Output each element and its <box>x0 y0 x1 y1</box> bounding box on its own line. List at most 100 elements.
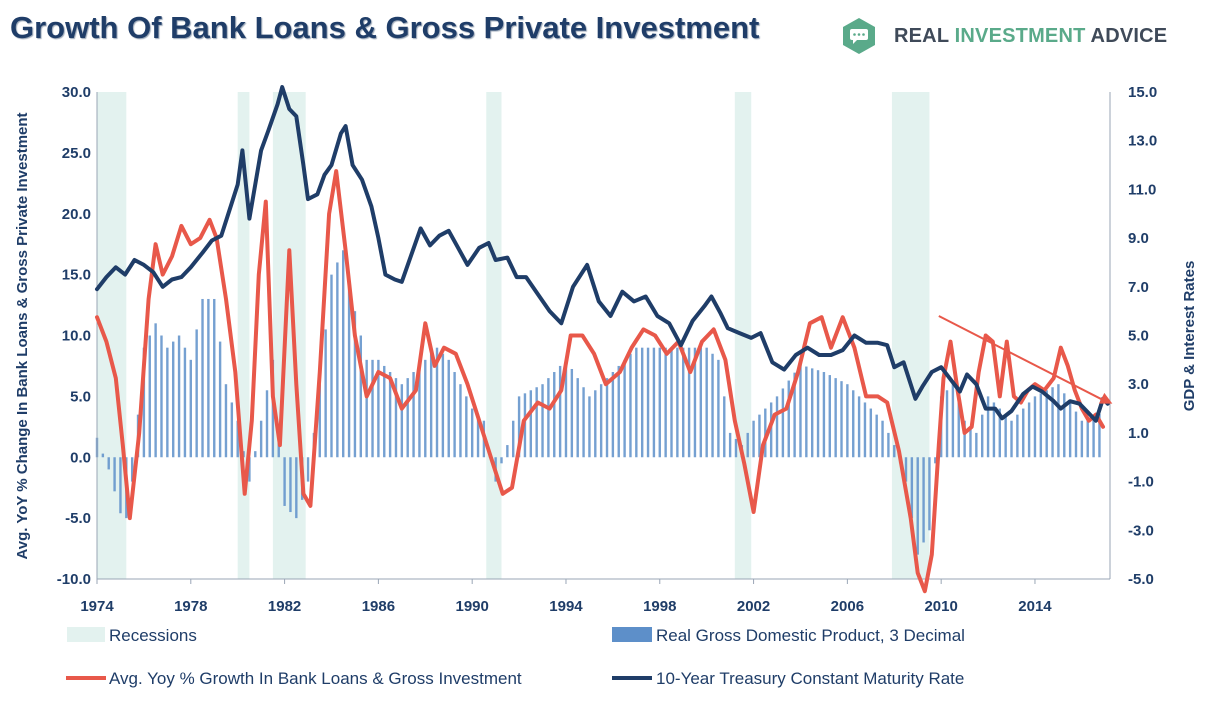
gdp-bar-128 <box>846 384 849 458</box>
gdp-bar-143 <box>934 457 937 464</box>
gdp-bar-141 <box>922 457 925 543</box>
gdp-bar-116 <box>775 396 779 458</box>
legend-swatch-recessions <box>67 627 105 642</box>
y-right-tick-label: -3.0 <box>1128 522 1154 539</box>
gdp-bar-132 <box>869 408 873 458</box>
gdp-bar-105 <box>711 353 714 458</box>
gdp-bar-74 <box>529 390 533 458</box>
brand-name-part1: REAL <box>894 24 955 47</box>
gdp-bar-153 <box>992 402 996 458</box>
gdp-bar-47 <box>371 359 374 458</box>
gdp-bar-161 <box>1039 393 1043 458</box>
x-tick-label: 1990 <box>455 598 488 615</box>
y-right-tick-label: 9.0 <box>1128 230 1149 247</box>
y-left-tick-label: 30.0 <box>62 84 91 101</box>
x-tick-label: 1998 <box>643 598 676 615</box>
gdp-bar-135 <box>887 432 890 458</box>
y-right-tick-label: 3.0 <box>1128 376 1149 393</box>
gdp-bar-151 <box>981 414 984 458</box>
x-tick-label: 1986 <box>362 598 395 615</box>
gdp-bar-148 <box>963 420 966 458</box>
gdp-bar-142 <box>928 457 931 531</box>
gdp-bar-13 <box>172 341 175 458</box>
chat-bubble-icon <box>843 18 875 54</box>
y-right-tick-label: -5.0 <box>1128 571 1154 588</box>
gdp-bar-126 <box>834 378 837 458</box>
gdp-bar-22 <box>224 384 228 458</box>
trend-arrow-line <box>938 315 1107 403</box>
legend-label-gdp: Real Gross Domestic Product, 3 Decimal <box>656 626 965 645</box>
gdp-bar-89 <box>617 365 620 458</box>
gdp-bar-45 <box>359 335 363 458</box>
gdp-bar-19 <box>207 298 210 458</box>
gdp-bar-139 <box>910 457 914 519</box>
gdp-bar-92 <box>635 347 638 458</box>
gdp-bar-155 <box>1004 414 1007 458</box>
gdp-bar-94 <box>646 347 650 458</box>
gdp-bar-106 <box>717 359 720 458</box>
gdp-bar-62 <box>459 384 462 458</box>
gdp-bar-15 <box>183 347 187 458</box>
gdp-bars <box>95 250 1101 555</box>
gdp-bar-86 <box>599 384 603 458</box>
gdp-bar-115 <box>769 402 773 458</box>
gdp-bar-75 <box>535 387 538 458</box>
gdp-bar-99 <box>676 347 679 458</box>
gdp-bar-149 <box>969 426 972 458</box>
gdp-bar-123 <box>816 370 820 458</box>
gdp-bar-54 <box>412 372 415 458</box>
gdp-bar-33 <box>289 457 292 513</box>
gdp-bar-163 <box>1051 387 1054 458</box>
gdp-bar-53 <box>406 378 409 458</box>
gdp-bar-38 <box>318 384 321 458</box>
legend-label-treasury: 10-Year Treasury Constant Maturity Rate <box>656 669 964 688</box>
gdp-bar-125 <box>828 375 831 458</box>
gdp-bar-36 <box>306 457 310 482</box>
gdp-bar-154 <box>998 408 1001 458</box>
gdp-bar-20 <box>213 298 216 458</box>
gdp-bar-103 <box>699 347 703 458</box>
gdp-bar-119 <box>793 372 796 458</box>
gdp-bar-120 <box>799 364 802 458</box>
brand-name: REAL INVESTMENT ADVICE <box>894 25 1167 48</box>
brand-name-part2: INVESTMENT <box>954 24 1086 47</box>
gdp-bar-160 <box>1033 396 1037 458</box>
y-left-tick-label: -5.0 <box>65 510 91 527</box>
gdp-bar-56 <box>424 359 427 458</box>
gdp-bar-4 <box>119 457 122 514</box>
legend-label-recessions: Recessions <box>109 626 197 645</box>
gdp-bar-80 <box>564 359 568 458</box>
gdp-bar-87 <box>605 378 609 458</box>
gdp-bar-51 <box>394 378 398 458</box>
gdp-bar-171 <box>1098 413 1101 458</box>
gdp-bar-9 <box>148 335 151 458</box>
x-tick-label: 2006 <box>831 598 864 615</box>
gdp-bar-57 <box>429 353 433 458</box>
gdp-bar-104 <box>705 347 708 458</box>
x-tick-label: 1994 <box>549 598 583 615</box>
gdp-bar-158 <box>1022 408 1025 458</box>
y-right-tick-label: 1.0 <box>1128 425 1149 442</box>
gdp-bar-167 <box>1074 411 1078 458</box>
gdp-bar-18 <box>201 298 204 458</box>
gdp-bar-168 <box>1080 420 1084 458</box>
gdp-bar-79 <box>558 365 562 458</box>
gdp-bar-165 <box>1063 393 1066 458</box>
gdp-bar-14 <box>177 335 181 458</box>
gdp-bar-60 <box>447 359 450 458</box>
gdp-bar-145 <box>945 390 949 458</box>
loans-growth-line <box>95 169 1105 594</box>
gdp-bar-26 <box>248 457 251 482</box>
gdp-bar-69 <box>500 457 503 464</box>
gdp-bar-111 <box>746 432 749 458</box>
y-right-tick-label: 5.0 <box>1128 328 1149 345</box>
y-left-tick-label: 10.0 <box>62 328 91 345</box>
gdp-bar-130 <box>857 396 861 458</box>
y-right-tick-label: -1.0 <box>1128 474 1154 491</box>
gdp-bar-112 <box>752 420 755 458</box>
gdp-bar-156 <box>1010 420 1013 458</box>
gdp-bar-162 <box>1045 390 1048 458</box>
y-right-tick-label: 13.0 <box>1128 133 1157 150</box>
treasury-rate-line <box>95 85 1110 423</box>
